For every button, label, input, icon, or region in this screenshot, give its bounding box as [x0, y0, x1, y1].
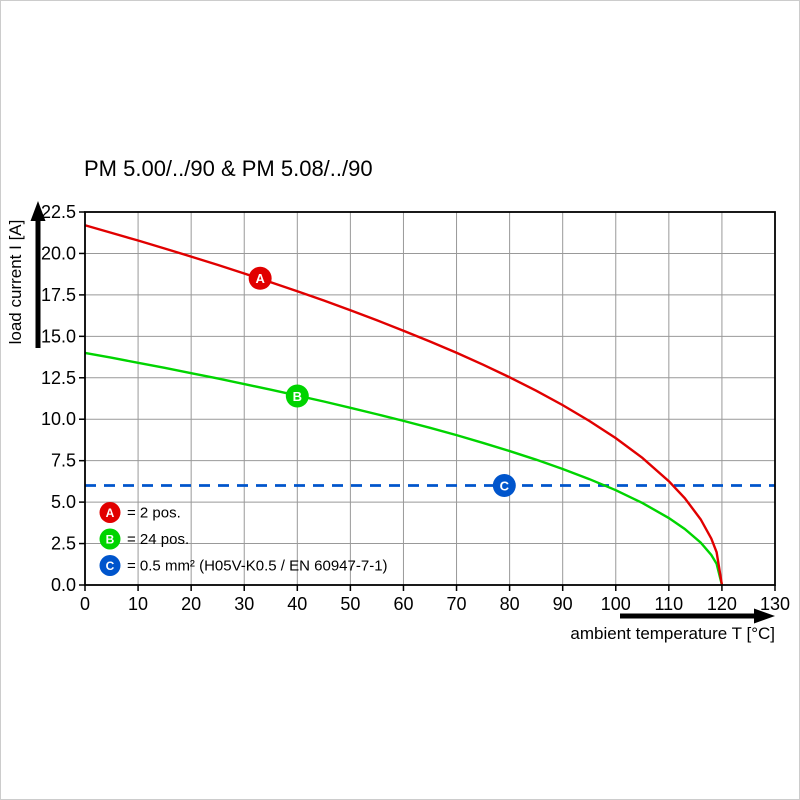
- x-tick-label: 50: [340, 594, 360, 614]
- y-tick-label: 17.5: [41, 285, 76, 305]
- x-tick-label: 100: [601, 594, 631, 614]
- curve-B: [84, 351, 724, 586]
- x-tick-label: 130: [760, 594, 790, 614]
- marker-A-circle: [248, 266, 272, 290]
- y-tick-label: 5.0: [51, 492, 76, 512]
- x-tick-label: 90: [553, 594, 573, 614]
- x-tick-label: 110: [654, 594, 683, 614]
- legend-B-letter: B: [106, 532, 115, 546]
- plot-border: [84, 211, 776, 586]
- y-tick-label: 0.0: [51, 575, 76, 595]
- x-axis-label: ambient temperature T [°C]: [570, 624, 775, 643]
- x-axis-arrow-head-icon: [754, 608, 775, 624]
- y-tick-label: 10.0: [41, 409, 76, 429]
- legend-A-circle: [99, 502, 121, 523]
- marker-A-letter: A: [255, 271, 265, 286]
- x-tick-label: 10: [128, 594, 148, 614]
- y-tick-label: 2.5: [51, 534, 76, 554]
- marker-C-circle: [492, 474, 516, 498]
- x-tick-label: 0: [80, 594, 90, 614]
- y-tick-label: 20.0: [41, 243, 76, 263]
- y-tick-label: 15.0: [41, 326, 76, 346]
- marker-B-letter: B: [293, 389, 302, 404]
- y-tick-label: 22.5: [41, 202, 76, 222]
- x-tick-label: 30: [234, 594, 254, 614]
- legend-B-circle: [99, 528, 121, 550]
- y-axis-arrow-head-icon: [30, 201, 46, 221]
- legend-B-label: = 24 pos.: [127, 531, 189, 548]
- y-tick-label: 7.5: [51, 451, 76, 471]
- x-tick-label: 40: [287, 594, 307, 614]
- chart-title: PM 5.00/../90 & PM 5.08/../90: [84, 156, 373, 181]
- legend-A-label: = 2 pos.: [127, 505, 181, 522]
- marker-B-circle: [285, 384, 309, 408]
- x-tick-label: 80: [500, 594, 520, 614]
- x-tick-label: 20: [181, 594, 201, 614]
- marker-C-letter: C: [500, 478, 510, 493]
- x-tick-label: 70: [447, 594, 467, 614]
- legend-C-circle: [99, 555, 121, 576]
- x-tick-label: 60: [393, 594, 413, 614]
- y-tick-label: 12.5: [41, 368, 76, 388]
- legend-C-letter: C: [106, 559, 115, 573]
- legend-C-label: = 0.5 mm² (H05V-K0.5 / EN 60947-7-1): [127, 558, 388, 575]
- curve-A: [84, 224, 724, 586]
- x-tick-label: 120: [707, 594, 737, 614]
- legend-A-letter: A: [106, 506, 115, 520]
